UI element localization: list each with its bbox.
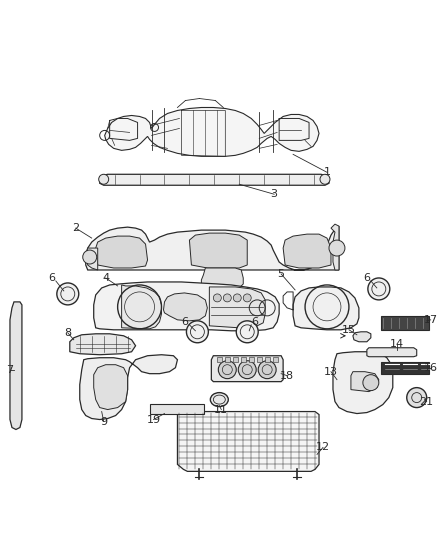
- Polygon shape: [100, 174, 329, 185]
- Text: 18: 18: [280, 370, 294, 381]
- Polygon shape: [201, 268, 243, 290]
- Polygon shape: [353, 332, 371, 342]
- Circle shape: [243, 294, 251, 302]
- Circle shape: [363, 375, 379, 391]
- Text: 15: 15: [342, 325, 356, 335]
- Polygon shape: [96, 236, 148, 268]
- Circle shape: [213, 294, 221, 302]
- Text: 3: 3: [271, 189, 278, 199]
- Text: 6: 6: [364, 273, 371, 283]
- Text: 11: 11: [214, 405, 228, 415]
- Text: 5: 5: [278, 269, 285, 279]
- Text: 6: 6: [252, 317, 259, 327]
- Polygon shape: [331, 224, 339, 270]
- Polygon shape: [283, 234, 331, 268]
- Text: 14: 14: [390, 339, 404, 349]
- Circle shape: [368, 278, 390, 300]
- Polygon shape: [122, 285, 162, 329]
- Polygon shape: [86, 248, 98, 270]
- Text: 1: 1: [324, 167, 331, 177]
- Text: 19: 19: [146, 415, 161, 424]
- Polygon shape: [177, 411, 319, 471]
- Polygon shape: [249, 357, 254, 362]
- Text: 6: 6: [181, 317, 188, 327]
- Circle shape: [329, 240, 345, 256]
- Polygon shape: [209, 287, 265, 328]
- Text: 17: 17: [424, 315, 438, 325]
- Circle shape: [320, 174, 330, 184]
- Polygon shape: [273, 357, 278, 362]
- Text: 21: 21: [420, 397, 434, 407]
- Polygon shape: [257, 357, 262, 362]
- Polygon shape: [149, 403, 205, 414]
- Text: 2: 2: [72, 223, 79, 233]
- Text: 7: 7: [7, 365, 14, 375]
- Polygon shape: [70, 334, 136, 355]
- Polygon shape: [233, 357, 238, 362]
- Ellipse shape: [210, 393, 228, 407]
- Text: 9: 9: [100, 416, 107, 426]
- Text: 16: 16: [424, 362, 438, 373]
- Circle shape: [407, 387, 427, 408]
- Polygon shape: [163, 293, 207, 321]
- Circle shape: [236, 321, 258, 343]
- Text: 4: 4: [102, 273, 109, 283]
- Circle shape: [233, 294, 241, 302]
- Polygon shape: [212, 356, 283, 382]
- Text: 8: 8: [64, 328, 71, 338]
- Circle shape: [57, 283, 79, 305]
- Polygon shape: [381, 362, 429, 374]
- Circle shape: [218, 361, 236, 378]
- Polygon shape: [265, 357, 270, 362]
- Polygon shape: [105, 108, 319, 156]
- Polygon shape: [381, 316, 429, 330]
- Polygon shape: [10, 302, 22, 430]
- Polygon shape: [189, 233, 247, 268]
- Polygon shape: [94, 282, 279, 331]
- Circle shape: [187, 321, 208, 343]
- Polygon shape: [80, 355, 177, 419]
- Text: 13: 13: [324, 367, 338, 377]
- Polygon shape: [94, 365, 127, 409]
- Text: 6: 6: [48, 273, 55, 283]
- Polygon shape: [333, 352, 393, 414]
- Polygon shape: [367, 348, 417, 357]
- Polygon shape: [351, 372, 379, 392]
- Text: 12: 12: [316, 442, 330, 453]
- Polygon shape: [241, 357, 246, 362]
- Circle shape: [258, 361, 276, 378]
- Circle shape: [83, 250, 97, 264]
- Polygon shape: [293, 287, 359, 330]
- Circle shape: [238, 361, 256, 378]
- Polygon shape: [225, 357, 230, 362]
- Polygon shape: [217, 357, 223, 362]
- Circle shape: [223, 294, 231, 302]
- Circle shape: [99, 174, 109, 184]
- Polygon shape: [86, 226, 339, 270]
